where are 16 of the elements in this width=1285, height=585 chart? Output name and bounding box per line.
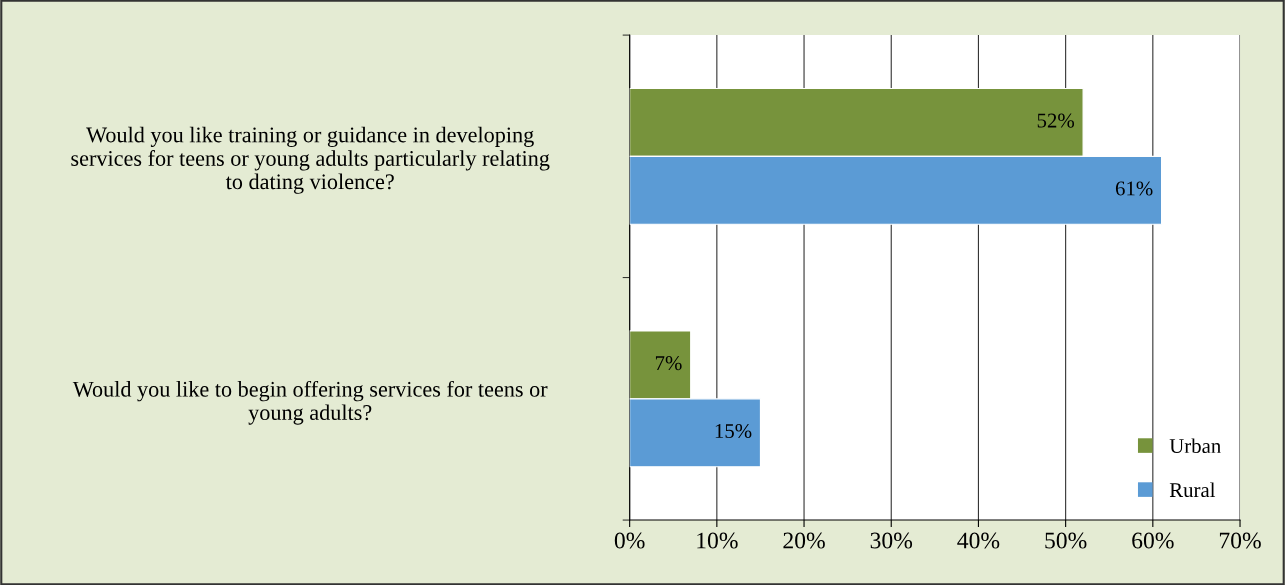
x-tick-label: 0% — [614, 532, 645, 549]
x-tick-label: 10% — [697, 532, 738, 549]
x-tick-label: 50% — [1045, 532, 1087, 549]
y-tick-label: Would you like training or guidance in developing services for teens or young adults particularly relating to dating violence? — [71, 126, 550, 194]
x-tick-label: 40% — [957, 532, 1000, 549]
x-tick-label: 70% — [1219, 532, 1261, 549]
x-tick-label: 20% — [783, 532, 825, 549]
data-label: 15% — [715, 423, 752, 439]
data-label: 7% — [655, 356, 682, 371]
x-tick-label: 30% — [870, 532, 913, 549]
legend-label: Rural — [1169, 482, 1216, 498]
y-tick-label: Would you like to begin offering services for teens or young adults? — [72, 380, 548, 425]
legend-label: Urban — [1169, 438, 1221, 454]
data-label: 61% — [1115, 181, 1153, 196]
data-label: 52% — [1037, 113, 1075, 128]
x-tick-label: 60% — [1132, 532, 1174, 549]
